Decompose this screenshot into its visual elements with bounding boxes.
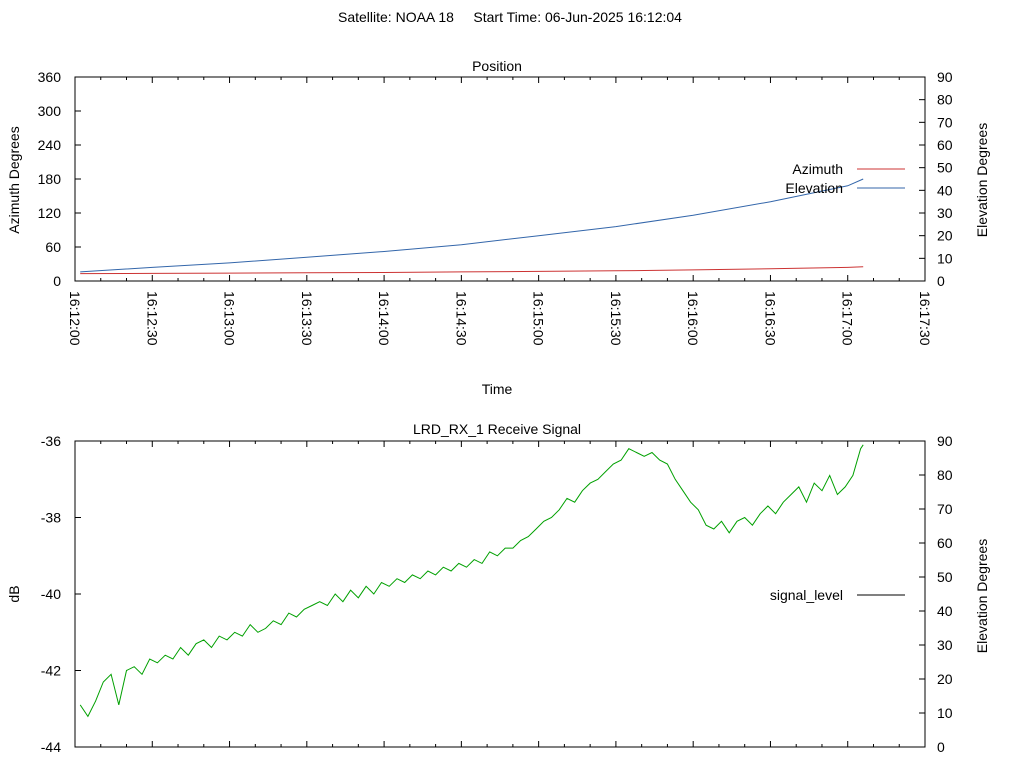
y2-tick-label: 70 [937,501,953,517]
y-tick-label: -42 [41,663,61,679]
y-tick-label: 180 [38,171,62,187]
y2-tick-label: 90 [937,433,953,449]
signal-y2-axis-label: Elevation Degrees [974,539,990,653]
x-tick-label: 16:17:00 [840,291,856,346]
series-line-elevation [80,178,864,273]
signal-y-axis-label: dB [6,585,22,602]
y2-tick-label: 40 [937,603,953,619]
y2-tick-label: 60 [937,535,953,551]
position-panel: Position 0 60 120 180 240 300 360 0 10 20 30 40 50 60… [6,58,990,397]
y2-tick-label: 20 [937,671,953,687]
x-tick-label: 16:15:00 [531,291,547,346]
y2-tick-label: 80 [937,467,953,483]
position-y-axis-label: Azimuth Degrees [6,126,22,233]
y2-tick-label: 70 [937,114,953,130]
y2-tick-label: 50 [937,160,953,176]
x-tick-label: 16:16:30 [762,291,778,346]
y-tick-label: -44 [41,739,61,755]
y-tick-label: -36 [41,433,61,449]
legend-azimuth-label: Azimuth [792,161,843,177]
y2-tick-label: 30 [937,205,953,221]
position-legend: Azimuth Elevation [785,161,905,196]
y2-tick-label: 20 [937,228,953,244]
y-tick-label: 360 [38,69,62,85]
y-tick-label: 240 [38,137,62,153]
y-tick-label: 120 [38,205,62,221]
x-tick-label: 16:12:00 [67,291,83,346]
y2-tick-label: 80 [937,92,953,108]
position-x-axis-label: Time [482,381,513,397]
series-line-signal-level [79,444,864,718]
x-tick-label: 16:12:30 [144,291,160,346]
y2-tick-label: 0 [937,739,945,755]
x-tick-label: 16:17:30 [917,291,933,346]
legend-elevation-label: Elevation [785,180,843,196]
y2-tick-label: 40 [937,182,953,198]
x-tick-label: 16:16:00 [685,291,701,346]
legend-signal-label: signal_level [770,587,843,603]
signal-plot-area: -44 -42 -40 -38 -36 0 10 20 30 40 50 60 70 80 90 [41,433,953,755]
y-tick-label: 0 [53,273,61,289]
figure-title: Satellite: NOAA 18 Start Time: 06-Jun-20… [338,9,682,25]
x-tick-label: 16:15:30 [608,291,624,346]
y2-tick-label: 50 [937,569,953,585]
position-y2-axis-label: Elevation Degrees [974,123,990,237]
y2-tick-label: 10 [937,250,953,266]
y2-tick-label: 10 [937,705,953,721]
x-tick-label: 16:14:30 [453,291,469,346]
position-title: Position [472,58,522,74]
signal-legend: signal_level [770,587,905,603]
y2-tick-label: 60 [937,137,953,153]
x-tick-label: 16:14:00 [376,291,392,346]
signal-panel: LRD_RX_1 Receive Signal -44 -42 -40 -38 -36 0… [6,421,990,755]
signal-title: LRD_RX_1 Receive Signal [413,421,581,437]
y-tick-label: -40 [41,586,61,602]
position-plot-area: 0 60 120 180 240 300 360 0 10 20 30 40 50 60 70 80 90 16:… [38,69,953,346]
y2-tick-label: 90 [937,69,953,85]
x-tick-label: 16:13:30 [299,291,315,346]
position-plot-frame [74,76,926,282]
y-tick-label: -38 [41,510,61,526]
series-line-azimuth [80,266,864,275]
y-tick-label: 300 [38,103,62,119]
y2-tick-label: 30 [937,637,953,653]
y-tick-label: 60 [45,239,61,255]
y2-tick-label: 0 [937,273,945,289]
x-tick-label: 16:13:00 [222,291,238,346]
